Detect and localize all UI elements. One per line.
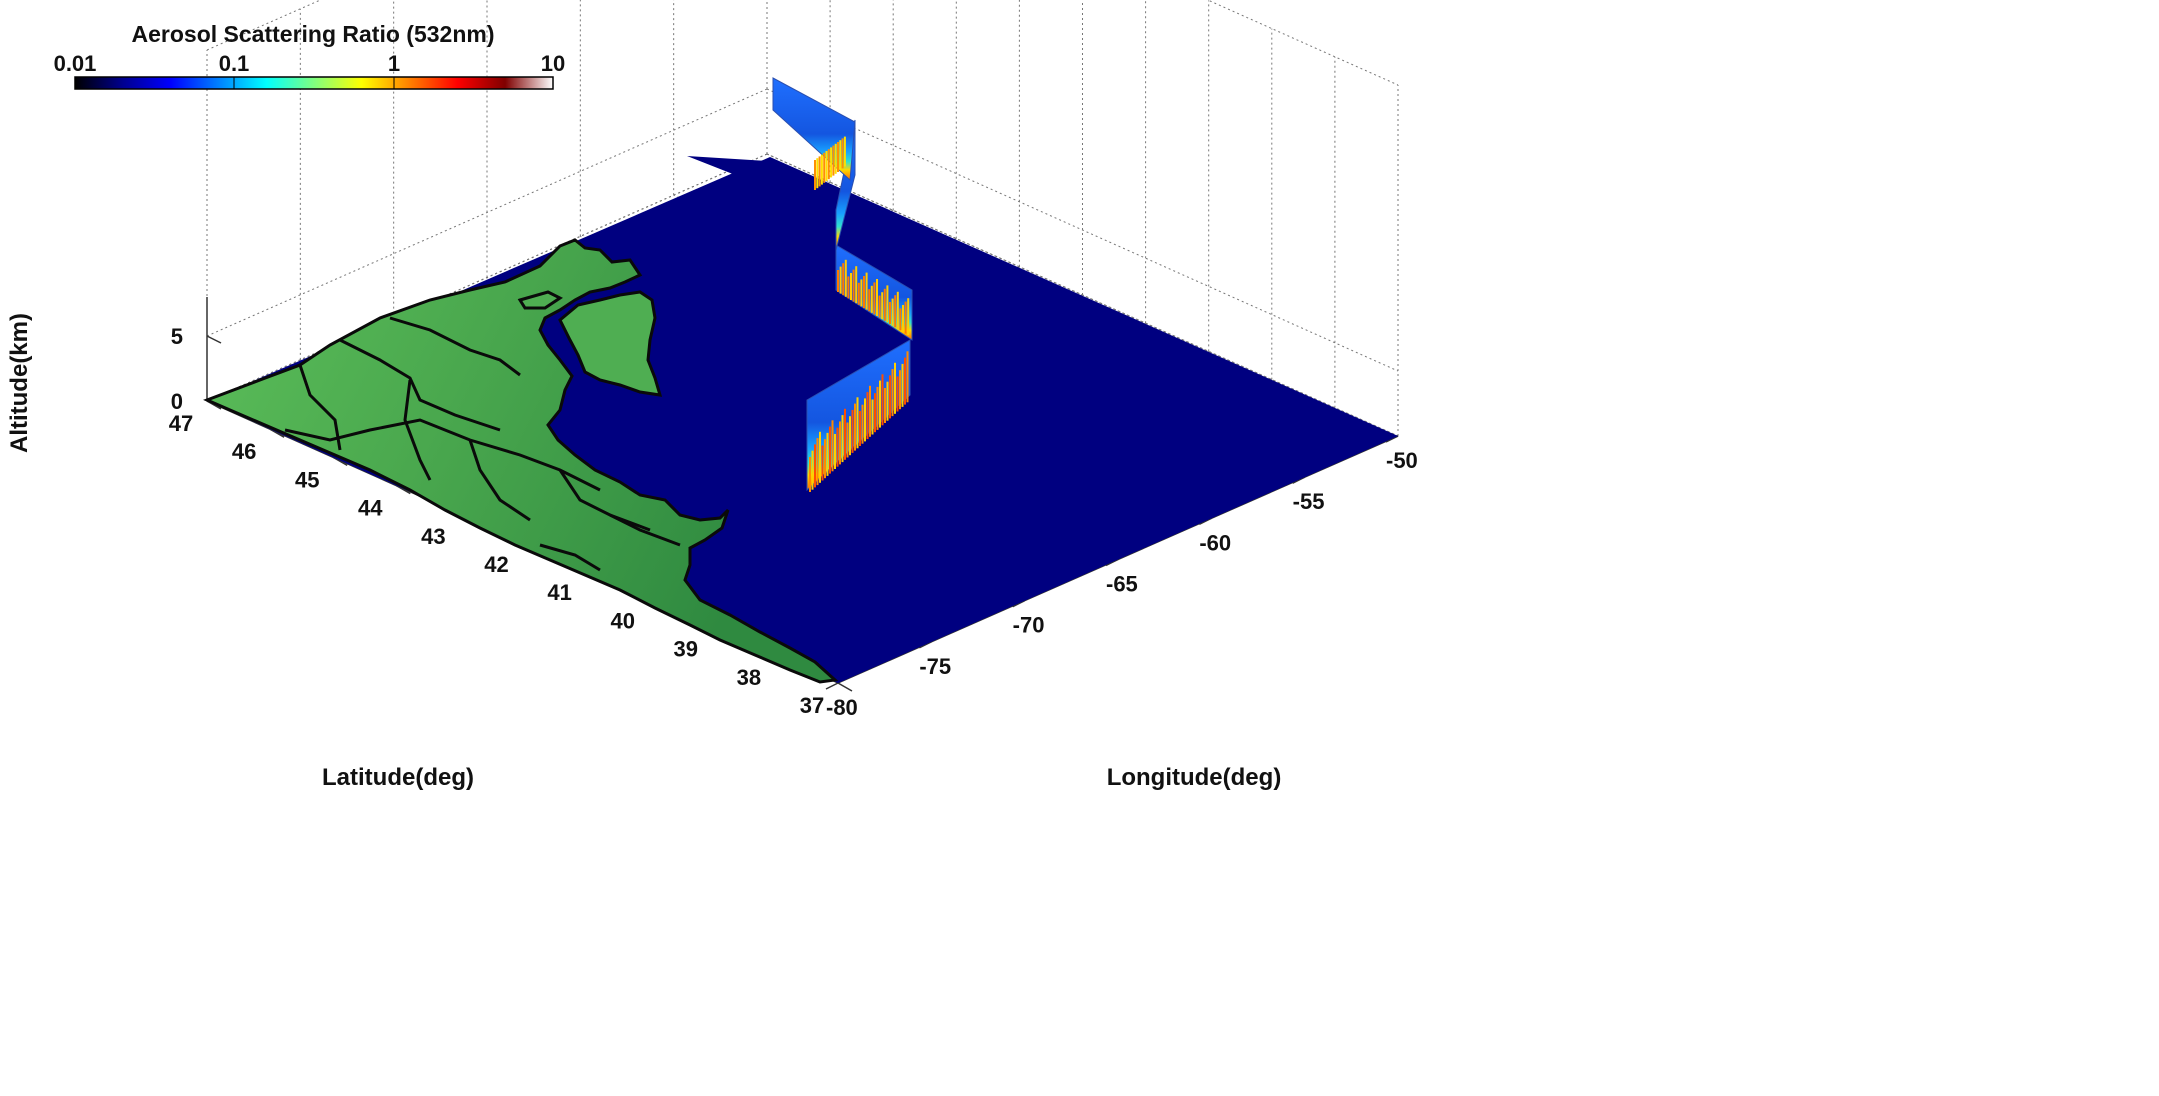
grid-floor-lon-6 bbox=[766, 153, 1399, 437]
lidar-curtain bbox=[772, 77, 913, 492]
x-tick-label-6: -50 bbox=[1386, 448, 1418, 473]
colorbar-tick-3: 10 bbox=[541, 51, 565, 76]
y-tick-mark-7 bbox=[395, 484, 411, 495]
x-tick-label-0: -80 bbox=[826, 695, 858, 720]
x-tick-mark-4 bbox=[1198, 517, 1212, 526]
z-tick-label-1: 5 bbox=[171, 324, 183, 349]
x-axis-label: Longitude(deg) bbox=[1107, 764, 1282, 791]
x-tick-label-5: -55 bbox=[1293, 489, 1325, 514]
z-axis-label: Altitude(km) bbox=[6, 313, 33, 453]
y-tick-mark-8 bbox=[332, 456, 348, 467]
x-tick-label-3: -65 bbox=[1106, 572, 1138, 597]
x-tick-mark-6 bbox=[1385, 435, 1399, 443]
colorbar-tick-2: 1 bbox=[388, 51, 400, 76]
grid-floor-lat-10 bbox=[206, 153, 768, 402]
y-tick-label-1: 38 bbox=[737, 665, 761, 690]
y-tick-mark-9 bbox=[269, 428, 285, 438]
colorbar: Aerosol Scattering Ratio (532nm) 0.01 0.… bbox=[54, 21, 565, 90]
y-tick-label-8: 45 bbox=[295, 467, 319, 492]
land-newfoundland bbox=[558, 290, 663, 397]
colorbar-gradient bbox=[74, 76, 554, 90]
x-tick-mark-5 bbox=[1292, 476, 1306, 484]
grid-line-z-back-1 bbox=[206, 88, 768, 337]
y-tick-label-5: 42 bbox=[484, 552, 508, 577]
y-tick-label-0: 37 bbox=[800, 693, 824, 718]
colorbar-title: Aerosol Scattering Ratio (532nm) bbox=[132, 21, 495, 47]
land-island-pei bbox=[517, 290, 563, 310]
state-borders bbox=[284, 316, 681, 572]
y-tick-label-10: 47 bbox=[169, 411, 193, 436]
x-tick-mark-3 bbox=[1105, 558, 1119, 567]
y-tick-label-6: 43 bbox=[421, 524, 445, 549]
x-tick-label-4: -60 bbox=[1199, 530, 1231, 555]
z-tick-label-0: 0 bbox=[171, 389, 183, 414]
y-axis-label: Latitude(deg) bbox=[322, 764, 474, 791]
x-tick-mark-1 bbox=[918, 641, 932, 649]
x-tick-mark-0 bbox=[825, 682, 839, 690]
colorbar-tick-1: 0.1 bbox=[219, 51, 250, 76]
z-tick-mark-1 bbox=[206, 335, 222, 344]
y-tick-label-7: 44 bbox=[358, 496, 383, 521]
y-tick-label-2: 39 bbox=[674, 637, 698, 662]
x-tick-label-1: -75 bbox=[919, 654, 951, 679]
y-tick-label-9: 46 bbox=[232, 439, 256, 464]
grid-edge-top-side bbox=[1206, 0, 1399, 86]
x-tick-label-2: -70 bbox=[1013, 613, 1045, 638]
curtain-segment-3 bbox=[772, 77, 856, 182]
y-tick-mark-0 bbox=[837, 682, 853, 692]
grid-line-z-side-1 bbox=[766, 88, 1399, 372]
y-tick-label-3: 40 bbox=[610, 608, 634, 633]
colorbar-tick-0: 0.01 bbox=[54, 51, 97, 76]
land-terrain bbox=[203, 238, 839, 684]
y-tick-label-4: 41 bbox=[547, 580, 571, 605]
x-tick-mark-2 bbox=[1012, 599, 1026, 608]
